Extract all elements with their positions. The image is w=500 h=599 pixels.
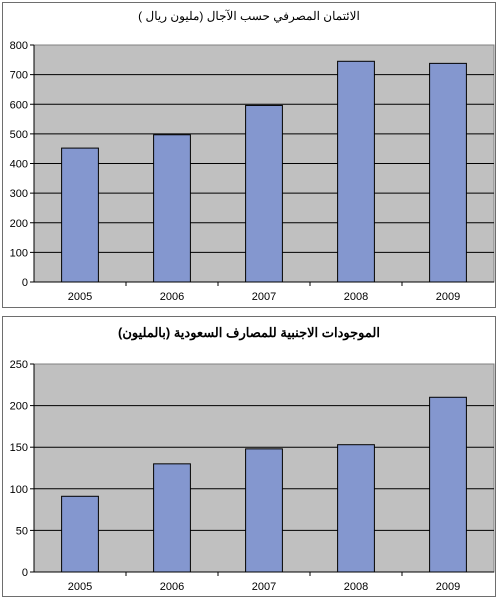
y-tick-label: 100: [10, 247, 28, 259]
bar: [61, 495, 99, 573]
y-tick-label: 200: [10, 218, 28, 230]
y-tick-label: 600: [10, 99, 28, 111]
chart-canvas: 0 50 100 150 200 250 2005 2006 2007 2008 2009: [10, 359, 495, 593]
x-tick-label: 2008: [344, 291, 368, 303]
chart-title: الموجودات الاجنبية للمصارف السعودية (بال…: [118, 325, 380, 340]
chart-foreign-assets: الموجودات الاجنبية للمصارف السعودية (بال…: [2, 316, 496, 597]
bar: [153, 463, 191, 573]
y-tick-label: 200: [10, 401, 28, 413]
x-tick-label: 2005: [68, 291, 92, 303]
x-tick-label: 2006: [160, 581, 184, 593]
y-tick-label: 800: [10, 40, 28, 52]
bar: [337, 60, 375, 283]
y-tick-label: 700: [10, 70, 28, 82]
bar: [245, 448, 283, 573]
y-tick-label: 400: [10, 159, 28, 171]
bar: [153, 134, 191, 283]
y-tick-label: 300: [10, 188, 28, 200]
chart-title: الائتمان المصرفي حسب الآجال (مليون ريال …: [138, 9, 360, 23]
x-tick-label: 2008: [344, 581, 368, 593]
y-tick-label: 250: [10, 359, 28, 371]
y-tick-label: 0: [22, 567, 28, 579]
chart-credit-by-term: الائتمان المصرفي حسب الآجال (مليون ريال …: [2, 2, 496, 308]
bar: [337, 444, 375, 573]
x-tick-label: 2005: [68, 581, 92, 593]
y-tick-label: 0: [22, 277, 28, 289]
x-tick-label: 2006: [160, 291, 184, 303]
bar: [61, 147, 99, 283]
chart-canvas: 0 100 200 300 400 500 600 700 800 2005 2006 2007 200…: [10, 40, 495, 303]
y-tick-label: 500: [10, 129, 28, 141]
x-tick-label: 2007: [252, 581, 276, 593]
x-tick-label: 2009: [436, 291, 460, 303]
y-tick-label: 50: [16, 525, 28, 537]
x-tick-label: 2009: [436, 581, 460, 593]
bar: [429, 62, 467, 283]
y-tick-label: 150: [10, 442, 28, 454]
bar: [245, 104, 283, 283]
bar: [429, 396, 467, 573]
x-tick-label: 2007: [252, 291, 276, 303]
y-tick-label: 100: [10, 484, 28, 496]
